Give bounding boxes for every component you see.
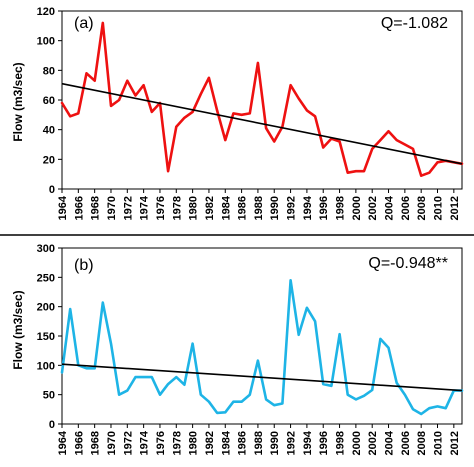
ticks-b: 0 50 100 150 200 250 300 1964 1966 1968 1970 1972 19…: [37, 243, 461, 455]
y-axis-label-a: Flow (m3/sec): [11, 62, 25, 141]
plot-frame-b: [61, 247, 463, 425]
x-tick-label-a: 2000: [351, 196, 363, 220]
x-tick-label-b: 1976: [155, 431, 167, 455]
x-tick-label-b: 1968: [90, 431, 102, 455]
x-tick-label-b: 1964: [57, 430, 69, 455]
y-tick-label-a: 100: [37, 36, 55, 48]
x-tick-label-a: 1988: [253, 196, 265, 220]
x-tick-label-a: 1982: [204, 196, 216, 220]
x-tick-label-b: 2010: [433, 431, 445, 455]
chart-panel-b: Flow (m3/sec) (b) Q=-0.948** 0 50 100 150 20…: [11, 243, 464, 455]
y-tick-label-b: 0: [49, 419, 55, 431]
x-tick-label-a: 1972: [122, 196, 134, 220]
y-tick-label-b: 200: [37, 302, 55, 314]
flow-series-line-b: [60, 278, 464, 416]
x-tick-label-a: 1998: [335, 196, 347, 220]
x-tick-label-a: 1984: [220, 195, 232, 220]
axes-b: [61, 247, 463, 425]
x-tick-label-a: 1970: [106, 196, 118, 220]
ticks-a: 0 20 40 60 80 100 120 1964 1966 1968 1970 1972 1974 1…: [37, 6, 461, 220]
x-tick-label-b: 1980: [188, 431, 200, 455]
y-tick-label-a: 40: [43, 125, 55, 137]
x-tick-label-a: 2004: [384, 195, 396, 220]
x-tick-label-b: 1990: [269, 431, 281, 455]
y-tick-label-a: 60: [43, 95, 55, 107]
x-tick-label-a: 1994: [302, 195, 314, 220]
panel-label-b: (b): [74, 257, 94, 274]
y-tick-label-a: 0: [49, 184, 55, 196]
x-tick-label-a: 1974: [139, 195, 151, 220]
x-tick-label-b: 1992: [286, 431, 298, 455]
series-a: [60, 21, 464, 177]
x-tick-label-b: 1994: [302, 430, 314, 455]
y-tick-label-b: 100: [37, 360, 55, 372]
y-tick-label-a: 20: [43, 154, 55, 166]
x-tick-label-b: 1996: [318, 431, 330, 455]
x-tick-label-a: 1990: [269, 196, 281, 220]
x-tick-label-b: 1972: [122, 431, 134, 455]
y-axis-label-b: Flow (m3/sec): [11, 290, 25, 369]
x-tick-label-b: 2006: [400, 431, 412, 455]
x-tick-label-a: 2002: [367, 196, 379, 220]
y-tick-label-b: 250: [37, 272, 55, 284]
x-tick-label-a: 1976: [155, 196, 167, 220]
x-tick-label-a: 1968: [90, 196, 102, 220]
x-tick-label-b: 2002: [367, 431, 379, 455]
flow-series-line-a: [60, 21, 464, 177]
y-tick-label-b: 150: [37, 331, 55, 343]
trend-line-a: [61, 82, 463, 165]
x-tick-label-b: 1986: [237, 431, 249, 455]
x-tick-label-b: 1974: [139, 430, 151, 455]
x-tick-label-a: 2008: [416, 196, 428, 220]
x-tick-label-a: 1966: [73, 196, 85, 220]
x-tick-label-a: 2010: [433, 196, 445, 220]
x-tick-label-a: 1992: [286, 196, 298, 220]
x-tick-label-b: 2004: [384, 430, 396, 455]
x-tick-label-a: 1978: [171, 196, 183, 220]
x-tick-label-a: 2006: [400, 196, 412, 220]
x-tick-label-b: 1970: [106, 431, 118, 455]
panel-label-a: (a): [74, 15, 94, 32]
y-tick-label-a: 80: [43, 65, 55, 77]
x-tick-label-a: 2012: [449, 196, 461, 220]
x-tick-label-a: 1980: [188, 196, 200, 220]
x-tick-label-b: 2008: [416, 431, 428, 455]
trend-annotation-b: Q=-0.948**: [368, 255, 448, 272]
x-tick-label-b: 2012: [449, 431, 461, 455]
y-tick-label-b: 50: [43, 390, 55, 402]
trend-annotation-a: Q=-1.082: [381, 15, 448, 32]
x-tick-label-b: 1966: [73, 431, 85, 455]
trend-line-b: [61, 363, 463, 392]
y-tick-label-a: 120: [37, 6, 55, 18]
y-tick-label-b: 300: [37, 243, 55, 255]
series-b: [60, 278, 464, 416]
x-tick-label-b: 1998: [335, 431, 347, 455]
x-tick-label-a: 1986: [237, 196, 249, 220]
chart-panel-a: Flow (m3/sec) (a) Q=-1.082 0 20 40 60 80 100 1…: [11, 6, 464, 220]
x-tick-label-a: 1996: [318, 196, 330, 220]
x-tick-label-b: 1978: [171, 431, 183, 455]
x-tick-label-a: 1964: [57, 195, 69, 220]
x-tick-label-b: 2000: [351, 431, 363, 455]
x-tick-label-b: 1984: [220, 430, 232, 455]
x-tick-label-b: 1988: [253, 431, 265, 455]
x-tick-label-b: 1982: [204, 431, 216, 455]
